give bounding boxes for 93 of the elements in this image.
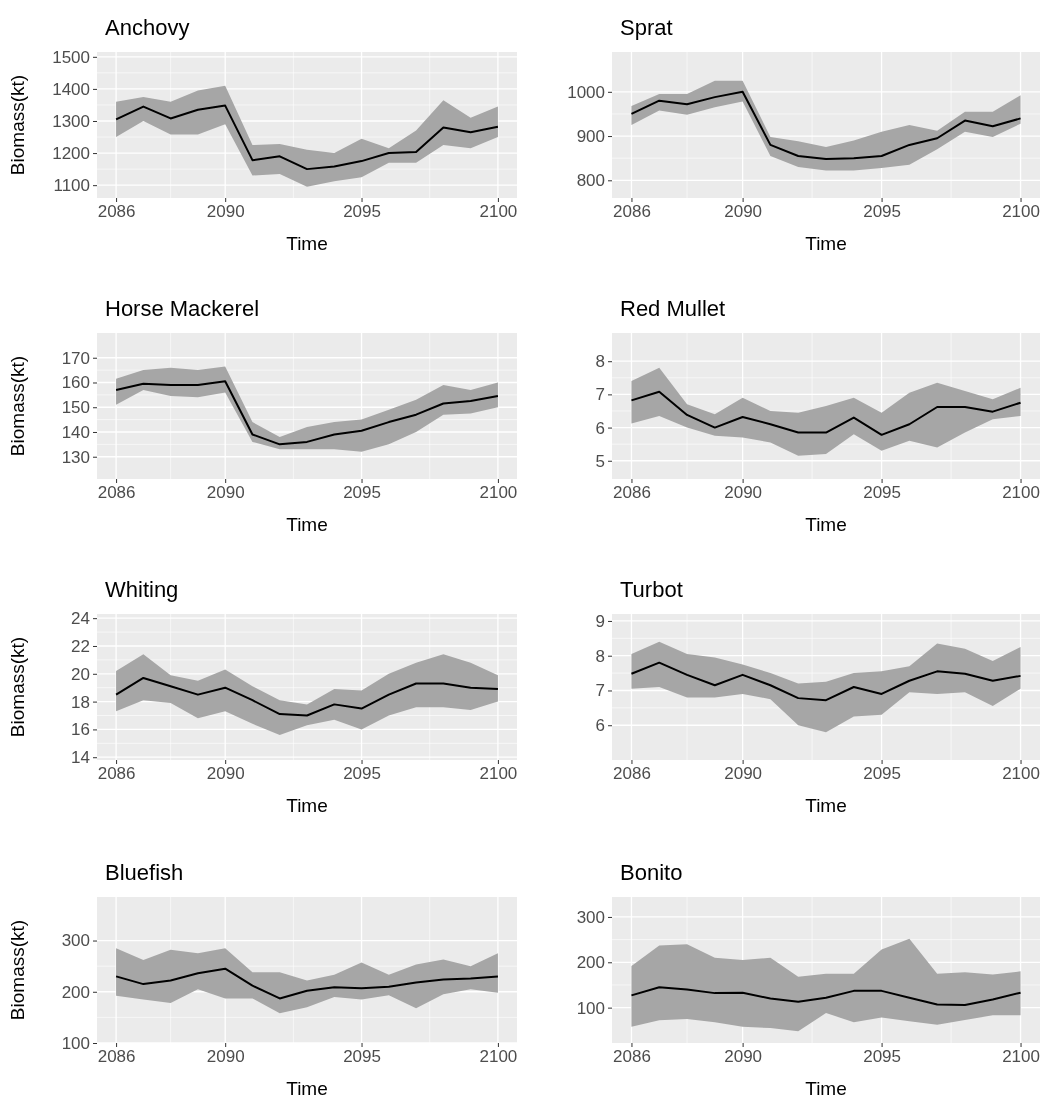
x-tick-label: 2086: [97, 1047, 136, 1067]
x-tick-label: 2095: [343, 764, 381, 784]
x-tick-label: 2086: [97, 202, 136, 222]
y-tick-label: 200: [61, 982, 90, 1002]
x-axis-title: Time: [805, 233, 847, 254]
y-tick-label: 9: [595, 611, 605, 631]
y-tick-label: 1000: [567, 82, 605, 102]
chart-title: Horse Mackerel: [105, 296, 260, 321]
chart-title: Sprat: [620, 15, 673, 40]
y-tick-label: 24: [71, 609, 90, 629]
chart-title: Bluefish: [105, 860, 184, 885]
x-axis-title: Time: [286, 233, 328, 254]
y-tick-label: 6: [595, 716, 605, 736]
x-tick-label: 2100: [479, 483, 518, 503]
y-tick-label: 16: [71, 720, 90, 740]
line-series: [115, 676, 499, 717]
y-tick-label: 1500: [52, 47, 90, 67]
x-tick-label: 2090: [206, 202, 245, 222]
y-tick-label: 300: [576, 907, 605, 927]
line-series: [115, 967, 499, 1000]
y-tick-label: 100: [61, 1033, 90, 1053]
x-tick-label: 2086: [613, 764, 651, 784]
y-tick-label: 7: [595, 385, 605, 405]
chart-title: Bonito: [620, 860, 683, 885]
x-tick-label: 2095: [863, 1047, 901, 1067]
y-tick-label: 100: [576, 998, 605, 1018]
x-tick-label: 2095: [343, 202, 381, 222]
y-tick-label: 800: [576, 171, 605, 191]
x-axis-title: Time: [286, 795, 328, 816]
x-tick-label: 2095: [863, 202, 901, 222]
y-axis-title: Biomass(kt): [7, 636, 28, 738]
y-axis-title: Biomass(kt): [7, 74, 28, 176]
y-tick-label: 900: [576, 127, 605, 146]
x-tick-label: 2086: [613, 202, 651, 222]
x-tick-label: 2095: [343, 483, 381, 503]
chart-title: Red Mullet: [620, 296, 726, 321]
x-tick-label: 2100: [479, 1047, 518, 1067]
y-tick-label: 18: [71, 692, 90, 712]
y-tick-label: 8: [595, 352, 605, 372]
line-series: [115, 104, 499, 171]
y-tick-label: 22: [71, 636, 90, 656]
x-tick-label: 2086: [97, 483, 136, 503]
y-tick-label: 140: [61, 422, 90, 442]
y-tick-label: 160: [61, 373, 90, 393]
y-tick-label: 200: [576, 953, 605, 973]
y-tick-label: 1400: [52, 79, 90, 99]
y-tick-label: 1300: [52, 111, 90, 131]
x-tick-label: 2090: [724, 1047, 763, 1067]
y-axis-title: Biomass(kt): [7, 919, 28, 1021]
x-axis-title: Time: [805, 514, 847, 535]
x-tick-label: 2090: [724, 764, 763, 784]
line-series: [630, 390, 1022, 436]
chart-title: Whiting: [105, 577, 179, 602]
x-tick-label: 2090: [724, 202, 763, 222]
x-tick-label: 2090: [206, 1047, 245, 1067]
y-tick-label: 130: [61, 447, 90, 467]
x-axis-title: Time: [805, 795, 847, 816]
line-series: [115, 380, 499, 446]
chart-title: Turbot: [620, 577, 683, 602]
x-tick-label: 2100: [1002, 1047, 1040, 1067]
x-tick-label: 2100: [1002, 764, 1040, 784]
x-tick-label: 2090: [206, 483, 245, 503]
x-tick-label: 2090: [724, 483, 763, 503]
x-axis-title: Time: [286, 514, 328, 535]
y-tick-label: 1200: [52, 144, 90, 164]
line-series: [630, 661, 1022, 702]
y-tick-label: 8: [595, 646, 605, 666]
y-tick-label: 300: [61, 931, 90, 951]
x-tick-label: 2086: [613, 483, 651, 503]
chart-title: Anchovy: [105, 15, 190, 40]
x-tick-label: 2100: [1002, 483, 1040, 503]
y-tick-label: 170: [61, 348, 90, 368]
y-tick-label: 14: [71, 748, 90, 768]
y-tick-label: 5: [595, 451, 605, 471]
y-tick-label: 7: [595, 681, 605, 701]
line-series: [630, 986, 1022, 1006]
x-tick-label: 2086: [613, 1047, 651, 1067]
x-tick-label: 2100: [479, 764, 518, 784]
line-series: [630, 90, 1022, 161]
y-tick-label: 20: [71, 664, 90, 684]
y-tick-label: 6: [595, 418, 605, 438]
x-tick-label: 2100: [1002, 202, 1040, 222]
x-tick-label: 2095: [343, 1047, 381, 1067]
x-tick-label: 2090: [206, 764, 245, 784]
x-tick-label: 2086: [97, 764, 136, 784]
y-tick-label: 1100: [53, 176, 90, 196]
y-tick-label: 150: [61, 398, 90, 418]
x-tick-label: 2100: [479, 202, 518, 222]
x-tick-label: 2095: [863, 764, 901, 784]
x-tick-label: 2095: [863, 483, 901, 503]
x-axis-title: Time: [286, 1078, 328, 1099]
x-axis-title: Time: [805, 1078, 847, 1099]
y-axis-title: Biomass(kt): [7, 355, 28, 457]
